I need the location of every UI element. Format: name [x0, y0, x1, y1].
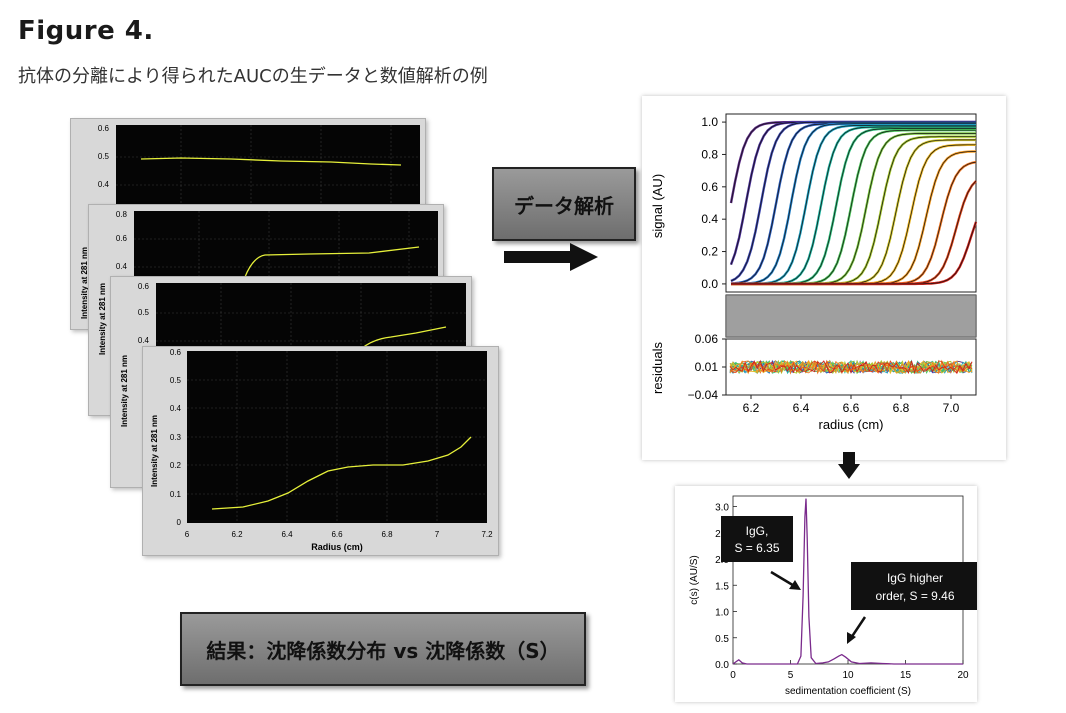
fit-y-tick: 0.6: [701, 180, 718, 194]
fit-x-tick: 6.8: [893, 401, 910, 415]
fit-model-line: [730, 121, 976, 282]
raw3-y-label: Intensity at 281 nm: [120, 355, 129, 427]
raw-front-x-tick: 6.4: [281, 530, 293, 539]
down-arrow-icon: [838, 452, 860, 479]
raw1-y-tick: 0.6: [98, 124, 110, 133]
raw-front-y-tick: 0.4: [170, 404, 182, 413]
fit-x-tick: 6.6: [843, 401, 860, 415]
raw1-trace: [140, 157, 402, 166]
raw3-y-tick: 0.6: [138, 282, 150, 291]
sedimentation-fit-chart: 0.0 0.2 0.4 0.6 0.8 1.0 6.2 6.4 6.6 6.8 7.0 0.06 0.0…: [650, 113, 978, 432]
raw-front-x-tick: 6: [185, 530, 190, 539]
cs-y-tick: 1.5: [715, 581, 729, 592]
raw1-y-label: Intensity at 281 nm: [80, 247, 89, 319]
cs-x-tick: 10: [842, 670, 854, 681]
raw-front-trace: [211, 436, 472, 510]
fit-model-line: [730, 123, 976, 285]
raw-front-x-tick: 6.6: [331, 530, 343, 539]
cs-y-tick: 3.0: [715, 503, 729, 514]
raw-front-y-tick: 0.3: [170, 433, 182, 442]
raw-front-x-tick: 6.2: [231, 530, 243, 539]
cs-x-tick: 20: [957, 670, 969, 681]
igg-higher-line2: order, S = 9.46: [875, 589, 954, 603]
raw2-y-tick: 0.6: [116, 234, 128, 243]
fit-model-line: [731, 124, 976, 285]
raw-front-x-tick: 6.8: [381, 530, 393, 539]
cs-y-tick: 0.0: [715, 660, 729, 671]
fit-x-label: radius (cm): [818, 417, 883, 432]
igg-annotation-line2: S = 6.35: [734, 541, 779, 555]
raw2-trace: [244, 246, 420, 278]
cs-x-tick: 5: [788, 670, 794, 681]
fit-residual-tick: −0.04: [688, 388, 719, 402]
right-arrow-icon: [504, 243, 598, 271]
fit-y-tick: 0.8: [701, 147, 718, 161]
fit-y-tick: 0.0: [701, 277, 718, 291]
raw-front-y-label: Intensity at 281 nm: [150, 415, 159, 487]
fit-residual-tick: 0.06: [695, 332, 719, 346]
raw2-y-label: Intensity at 281 nm: [98, 283, 107, 355]
residual-trace: [729, 359, 973, 375]
raw-front-x-tick: 7: [435, 530, 440, 539]
fit-x-tick: 6.4: [793, 401, 810, 415]
residual-trace: [729, 359, 973, 375]
raw-front-x-tick: 7.2: [481, 530, 493, 539]
raw3-y-tick: 0.5: [138, 308, 150, 317]
fit-residual-tick: 0.01: [695, 360, 719, 374]
raw2-y-tick: 0.8: [116, 210, 128, 219]
raw-front-y-tick: 0.5: [170, 376, 182, 385]
data-analysis-box: データ解析: [492, 167, 636, 241]
igg-pointer-arrow: [770, 570, 797, 589]
fit-plot-frame: 0.0 0.2 0.4 0.6 0.8 1.0 6.2 6.4 6.6 6.8 7.0 0.06 0.0…: [642, 96, 1006, 460]
fit-y-tick: 0.2: [701, 245, 718, 259]
cs-y-tick: 1.0: [715, 608, 729, 619]
raw2-y-tick: 0.4: [116, 262, 128, 271]
igg-higher-pointer-arrow: [849, 616, 867, 639]
cs-x-tick: 0: [730, 670, 736, 681]
fit-residual-label: residuals: [650, 341, 665, 394]
raw-front-plot: 0.6 0.5 0.4 0.3 0.2 0.1 0 6 6.2 6.4 6.6 …: [150, 348, 493, 552]
raw1-y-tick: 0.4: [98, 180, 110, 189]
igg-pointer-arrowhead: [789, 580, 801, 590]
result-box: 結果：沈降係数分布 vs 沈降係数（S）: [180, 612, 586, 686]
raw-front-y-tick: 0.6: [170, 348, 182, 357]
data-analysis-label: データ解析: [514, 193, 614, 218]
figure-title: Figure 4.: [18, 16, 154, 46]
igg-annotation: IgG, S = 6.35: [721, 516, 801, 590]
cs-y-tick: 0.5: [715, 634, 729, 645]
fit-model-line: [731, 221, 977, 285]
figure-caption: 抗体の分離により得られたAUCの生データと数値解析の例: [18, 66, 488, 87]
igg-higher-line1: IgG higher: [887, 571, 943, 585]
raw-front-y-tick: 0: [177, 518, 182, 527]
raw-data-panel-front: 0.6 0.5 0.4 0.3 0.2 0.1 0 6 6.2 6.4 6.6 …: [142, 346, 499, 556]
igg-higher-pointer-arrowhead: [847, 632, 856, 644]
fit-x-tick: 6.2: [743, 401, 760, 415]
residual-map: [725, 294, 977, 338]
raw-front-x-label: Radius (cm): [311, 542, 363, 552]
raw1-y-tick: 0.5: [98, 152, 110, 161]
cs-y-label: c(s) (AU/S): [689, 555, 700, 604]
fit-y-label: signal (AU): [650, 174, 665, 238]
raw-front-y-tick: 0.1: [170, 490, 182, 499]
cs-x-label: sedimentation coefficient (S): [785, 686, 911, 697]
fit-y-tick: 0.4: [701, 212, 718, 226]
residual-trace: [729, 359, 973, 373]
raw3-y-tick: 0.4: [138, 336, 150, 345]
cs-x-tick: 15: [900, 670, 912, 681]
cs-series-line: [732, 498, 963, 665]
fit-x-tick: 7.0: [943, 401, 960, 415]
raw-front-y-tick: 0.2: [170, 461, 182, 470]
igg-higher-order-annotation: IgG higher order, S = 9.46: [847, 562, 979, 644]
fit-y-tick: 1.0: [701, 115, 718, 129]
result-label: 結果：沈降係数分布 vs 沈降係数（S）: [206, 638, 560, 663]
igg-annotation-line1: IgG,: [746, 524, 769, 538]
